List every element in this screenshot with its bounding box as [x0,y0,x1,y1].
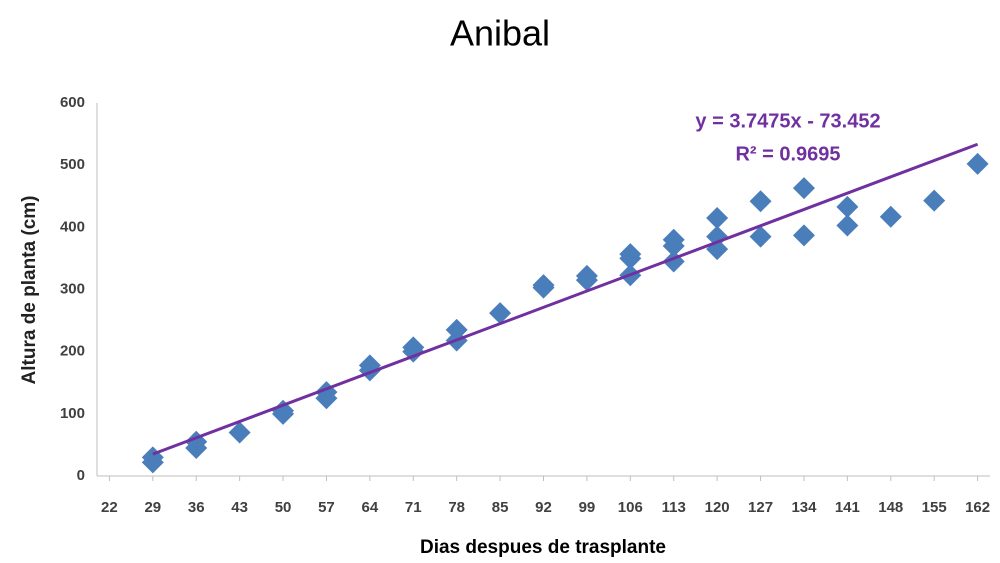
trendline-equation: y = 3.7475x - 73.452 [695,110,880,132]
y-axis-label: Altura de planta (cm) [19,196,40,385]
x-tick-label: 141 [835,499,860,516]
x-tick-label: 162 [965,499,990,516]
x-tick-label: 85 [492,499,509,516]
trendline-r2: R² = 0.9695 [735,143,840,165]
x-tick-label: 22 [101,499,118,516]
chart-title: Anibal [450,13,550,54]
x-tick-label: 78 [448,499,465,516]
trendline [152,142,979,456]
x-tick-label: 50 [275,499,292,516]
y-tick-label: 600 [60,94,85,111]
point [749,225,772,248]
point [489,302,512,325]
x-tick-label: 71 [405,499,422,516]
x-tick-label: 43 [231,499,248,516]
x-tick-label: 134 [791,499,817,516]
x-tick-label: 36 [188,499,205,516]
point [836,195,859,218]
point [575,264,598,287]
point [228,421,251,444]
y-tick-label: 0 [77,467,85,484]
point [792,177,815,200]
x-tick-label: 113 [662,499,686,516]
x-tick-label: 155 [922,499,947,516]
x-tick-label: 64 [362,499,379,516]
y-tick-label: 100 [60,405,85,422]
y-tick-label: 400 [60,218,85,235]
x-tick-label: 29 [144,499,161,516]
x-tick-label: 127 [748,499,773,516]
point [706,207,729,230]
x-axis-label: Dias despues de trasplante [420,537,666,558]
point [706,225,729,248]
x-tick-label: 148 [878,499,903,516]
point [749,190,772,213]
x-tick-label: 92 [535,499,552,516]
point [619,243,642,266]
point [792,224,815,247]
point [879,205,902,228]
point [662,228,685,251]
point [272,399,295,422]
point [445,318,468,341]
x-tick-label: 57 [318,499,335,516]
point [836,214,859,237]
point [966,152,989,175]
y-tick-label: 300 [60,280,85,297]
point [532,274,555,297]
y-tick-label: 500 [60,156,85,173]
y-tick-label: 200 [60,343,85,360]
x-tick-label: 99 [579,499,596,516]
x-tick-label: 106 [618,499,643,516]
x-tick-label: 120 [705,499,730,516]
point [923,189,946,212]
